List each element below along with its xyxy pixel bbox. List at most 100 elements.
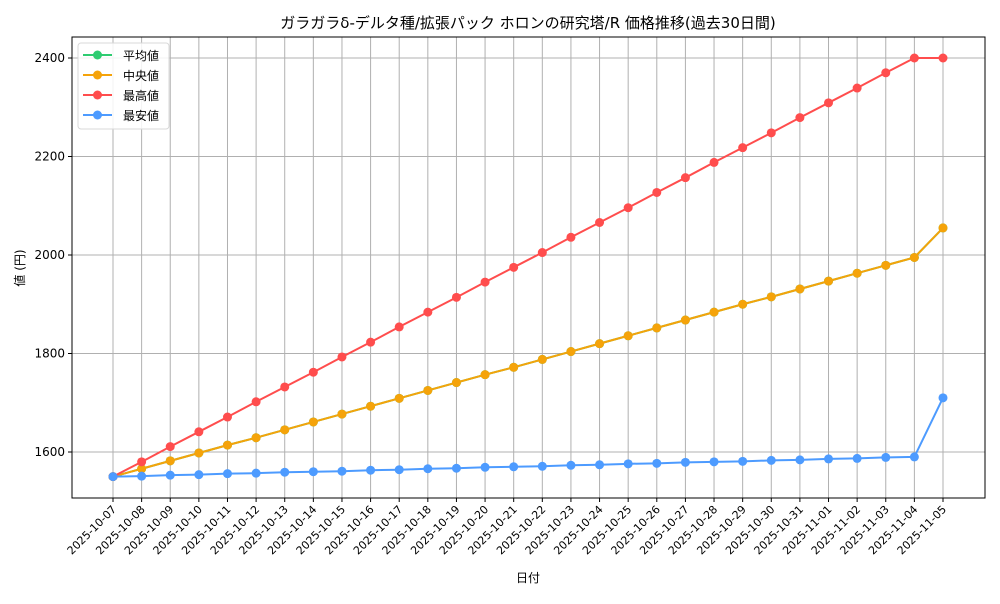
- data-point: [709, 307, 719, 317]
- data-point: [165, 442, 175, 452]
- data-point: [709, 457, 719, 467]
- data-point: [795, 113, 805, 123]
- series-line: [112, 397, 944, 478]
- data-point: [680, 173, 690, 183]
- data-point: [852, 83, 862, 93]
- data-point: [280, 382, 290, 392]
- series-line: [112, 227, 944, 478]
- data-point: [909, 452, 919, 462]
- data-point: [537, 248, 547, 258]
- data-point: [423, 385, 433, 395]
- data-point: [824, 454, 834, 464]
- data-point: [451, 292, 461, 302]
- data-point: [308, 417, 318, 427]
- data-point: [251, 468, 261, 478]
- data-point: [366, 401, 376, 411]
- y-tick-label: 2200: [34, 150, 65, 164]
- series-3: [108, 393, 948, 482]
- data-point: [623, 459, 633, 469]
- x-axis-ticks: 2025-10-072025-10-082025-10-092025-10-10…: [65, 498, 949, 557]
- data-point: [766, 455, 776, 465]
- data-point: [509, 262, 519, 272]
- legend-marker-icon: [93, 50, 102, 60]
- legend-item: 中央値: [83, 68, 159, 83]
- data-point: [280, 425, 290, 435]
- y-axis-label: 値 (円): [12, 249, 27, 286]
- data-point: [280, 467, 290, 477]
- data-point: [595, 460, 605, 470]
- data-point: [852, 453, 862, 463]
- y-tick-label: 2000: [34, 248, 65, 262]
- series-line: [112, 227, 944, 478]
- data-point: [795, 455, 805, 465]
- data-point: [308, 367, 318, 377]
- legend-item: 平均値: [83, 48, 159, 63]
- data-point: [566, 232, 576, 242]
- y-tick-label: 2400: [34, 51, 65, 65]
- series-lines: [108, 53, 948, 482]
- legend-label: 最安値: [123, 108, 159, 123]
- data-point: [222, 412, 232, 422]
- data-point: [566, 460, 576, 470]
- data-point: [766, 128, 776, 138]
- data-point: [652, 458, 662, 468]
- data-point: [881, 452, 891, 462]
- data-point: [881, 68, 891, 78]
- legend-marker-icon: [93, 90, 102, 100]
- data-point: [222, 440, 232, 450]
- data-point: [137, 471, 147, 481]
- data-point: [680, 457, 690, 467]
- legend-marker-icon: [93, 70, 102, 80]
- data-point: [423, 464, 433, 474]
- data-point: [480, 462, 490, 472]
- series-line: [112, 57, 943, 478]
- data-point: [738, 299, 748, 309]
- data-point: [451, 378, 461, 388]
- data-point: [509, 462, 519, 472]
- grid: [72, 37, 985, 498]
- data-point: [480, 277, 490, 287]
- data-point: [308, 467, 318, 477]
- chart-title: ガラガラδ-デルタ種/拡張パック ホロンの研究塔/R 価格推移(過去30日間): [280, 14, 775, 32]
- data-point: [795, 284, 805, 294]
- data-point: [137, 464, 147, 474]
- data-point: [938, 223, 948, 233]
- legend-box: [77, 42, 170, 130]
- data-point: [938, 393, 948, 403]
- data-point: [680, 315, 690, 325]
- data-point: [394, 393, 404, 403]
- data-point: [337, 352, 347, 362]
- data-point: [909, 53, 919, 63]
- data-point: [337, 466, 347, 476]
- series-2: [108, 53, 948, 482]
- legend-item: 最安値: [83, 108, 159, 123]
- data-point: [165, 470, 175, 480]
- data-point: [652, 187, 662, 197]
- data-point: [509, 362, 519, 372]
- data-point: [709, 157, 719, 167]
- legend-item: 最高値: [83, 88, 159, 103]
- y-tick-label: 1800: [34, 347, 65, 361]
- data-point: [137, 457, 147, 467]
- data-point: [108, 472, 118, 482]
- legend-marker-icon: [93, 110, 102, 120]
- data-point: [566, 347, 576, 357]
- data-point: [194, 427, 204, 437]
- legend-label: 中央値: [123, 68, 159, 83]
- data-point: [251, 433, 261, 443]
- data-point: [394, 322, 404, 332]
- data-point: [595, 217, 605, 227]
- y-axis-ticks: 1600 1800 2000 2200 2400: [34, 51, 72, 459]
- data-point: [766, 292, 776, 302]
- data-point: [366, 337, 376, 347]
- data-point: [738, 143, 748, 153]
- data-point: [451, 463, 461, 473]
- data-point: [881, 260, 891, 270]
- plot-frame: [71, 36, 986, 499]
- legend-label: 最高値: [123, 88, 159, 103]
- data-point: [623, 331, 633, 341]
- data-point: [938, 53, 948, 63]
